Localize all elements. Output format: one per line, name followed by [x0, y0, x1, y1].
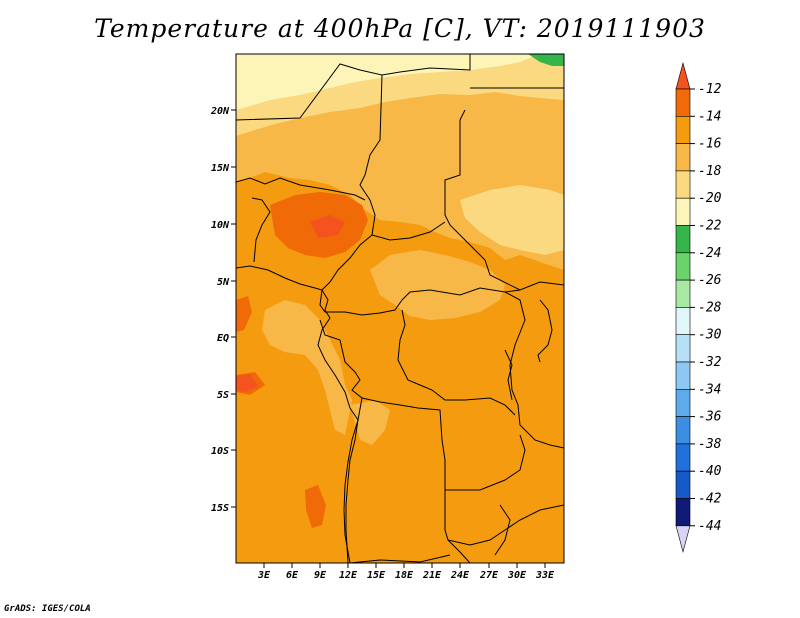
- temperature-field-band-20-22: [236, 54, 540, 110]
- temperature-field-band-22-24: [528, 54, 564, 66]
- colorbar-label: -24: [698, 246, 721, 261]
- colorbar-label: -18: [698, 164, 722, 179]
- lat-tick-5s: 5S: [217, 390, 229, 401]
- colorbar-label: -44: [698, 519, 721, 534]
- colorbar-label: -36: [698, 410, 722, 425]
- colorbar-label: -40: [698, 464, 722, 479]
- lon-tick-9e: 9E: [314, 570, 327, 581]
- temperature-field-patch-central: [370, 250, 505, 320]
- colorbar-label: -38: [698, 437, 722, 452]
- colorbar-label: -42: [698, 492, 722, 507]
- colorbar-swatch: [675, 443, 691, 472]
- temperature-field-patch-max-2: [236, 374, 258, 392]
- colorbar-label: -12: [698, 82, 722, 97]
- colorbar-label: -30: [698, 328, 722, 343]
- colorbar-label: -26: [698, 273, 722, 288]
- colorbar-swatch: [675, 88, 691, 117]
- colorbar-swatch: [675, 361, 691, 390]
- lat-tick-5n: 5N: [217, 277, 230, 288]
- colorbar-swatch: [675, 197, 691, 226]
- coastline-gulf-of-guinea: [236, 265, 359, 563]
- lon-tick-6e: 6E: [286, 570, 299, 581]
- colorbar-swatch: [675, 279, 691, 308]
- colorbar-swatch: [675, 498, 691, 527]
- colorbar-label: -32: [698, 355, 722, 370]
- colorbar-label: -14: [698, 109, 721, 124]
- latitude-axis: 20N 15N 10N 5N EQ 5S 10S 15S: [210, 106, 236, 514]
- colorbar-label: -16: [698, 137, 722, 152]
- temperature-field-patch-east: [460, 185, 564, 255]
- colorbar-label: -22: [698, 219, 722, 234]
- map-plot-area: [236, 54, 564, 563]
- lon-tick-18e: 18E: [395, 570, 414, 581]
- map-title: Temperature at 400hPa [C], VT: 201911190…: [94, 14, 706, 43]
- temperature-field-patch-namibia: [305, 485, 326, 528]
- temperature-field-patch-coast: [262, 300, 352, 435]
- lat-tick-20n: 20N: [210, 106, 230, 117]
- lon-tick-24e: 24E: [450, 570, 470, 581]
- lat-tick-10n: 10N: [211, 220, 230, 231]
- colorbar-swatch: [675, 334, 691, 363]
- colorbar-swatch: [675, 170, 691, 199]
- colorbar-swatch: [675, 225, 691, 254]
- lon-tick-12e: 12E: [339, 570, 358, 581]
- colorbar-swatch: [675, 416, 691, 445]
- colorbar-swatch: [675, 252, 691, 281]
- map-frame: [235, 53, 565, 564]
- longitude-axis: 3E 6E 9E 12E 15E 18E 21E 24E 27E 30E 33E: [257, 563, 555, 581]
- lon-tick-30e: 30E: [507, 570, 527, 581]
- colorbar: -12 -14 -16 -18 -20 -22 -24 -26 -28 -30 -32 -34 -36 -…: [675, 61, 722, 553]
- colorbar-bottom-arrow: [675, 525, 691, 553]
- colorbar-swatch: [675, 116, 691, 144]
- lat-tick-eq: EQ: [217, 333, 229, 344]
- colorbar-label: -20: [698, 191, 722, 206]
- colorbar-label: -28: [698, 300, 722, 315]
- colorbar-swatch: [675, 388, 691, 417]
- colorbar-swatch: [675, 307, 691, 335]
- lat-tick-10s: 10S: [211, 446, 229, 457]
- country-borders: [236, 54, 564, 563]
- grads-credit: GrADS: IGES/COLA: [4, 604, 91, 614]
- temperature-field-patch-max: [310, 215, 345, 238]
- temperature-field-patch-west: [236, 296, 252, 332]
- colorbar-label: -34: [698, 382, 721, 397]
- lon-tick-33e: 33E: [535, 570, 555, 581]
- colorbar-swatch: [675, 470, 691, 499]
- lat-tick-15n: 15N: [211, 163, 230, 174]
- lon-tick-27e: 27E: [479, 570, 499, 581]
- colorbar-top-arrow: [675, 61, 691, 90]
- lon-tick-21e: 21E: [422, 570, 442, 581]
- lon-tick-3e: 3E: [257, 570, 271, 581]
- lat-tick-15s: 15S: [211, 503, 229, 514]
- lon-tick-15e: 15E: [367, 570, 386, 581]
- colorbar-swatch: [675, 143, 691, 172]
